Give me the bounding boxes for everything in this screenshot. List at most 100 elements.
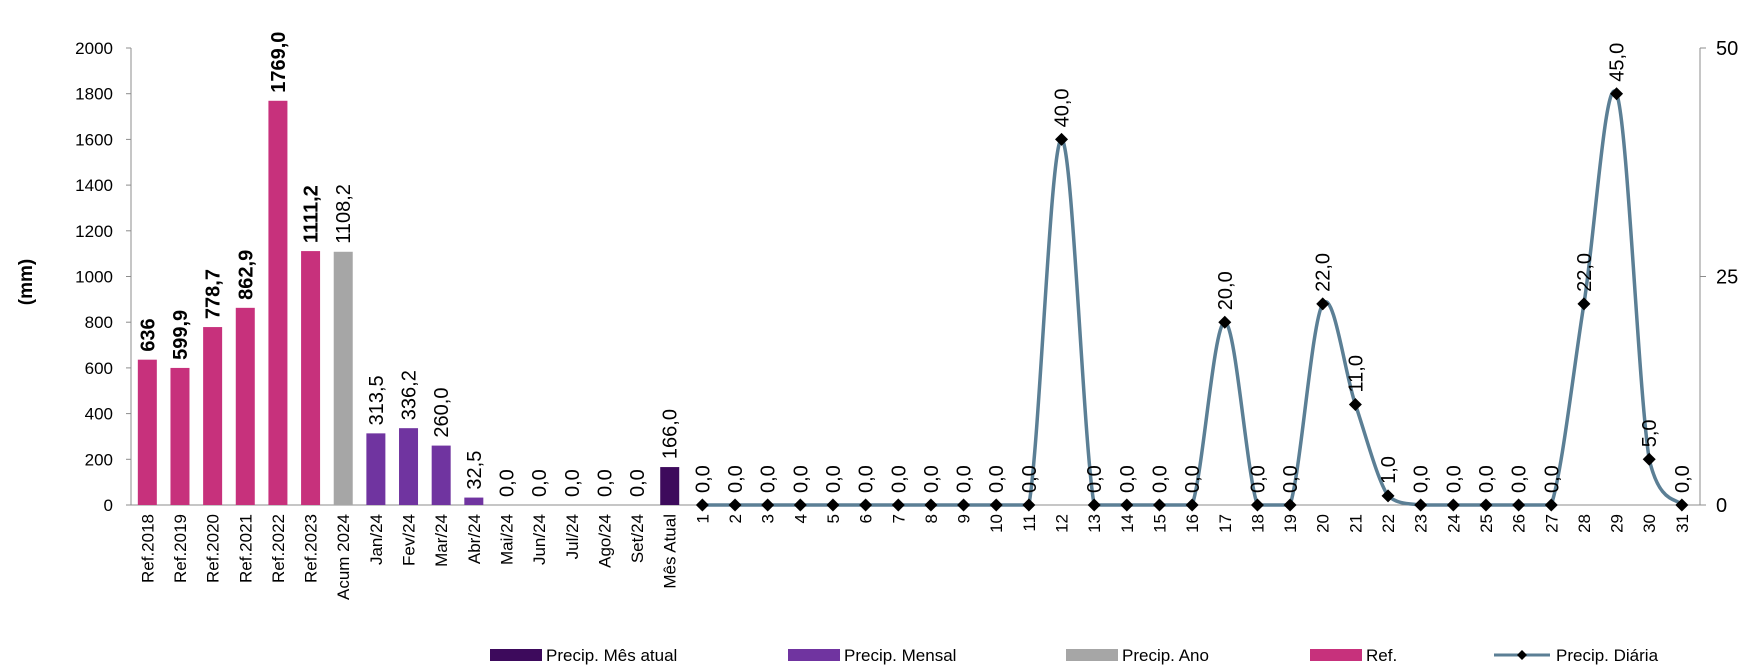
right-tick-label: 0 xyxy=(1716,495,1727,517)
legend-swatch xyxy=(788,649,840,661)
x-tick-label: 5 xyxy=(824,514,843,523)
bar xyxy=(464,498,483,505)
legend-marker xyxy=(1517,650,1527,660)
right-tick-label: 50 xyxy=(1716,38,1738,60)
legend-label: Precip. Diária xyxy=(1556,646,1659,665)
bar xyxy=(399,428,418,505)
left-tick-label: 800 xyxy=(85,313,113,332)
x-tick-label: 2 xyxy=(726,514,745,523)
x-tick-label: Mai/24 xyxy=(497,514,516,565)
daily-data-label: 40,0 xyxy=(1052,88,1074,127)
daily-marker xyxy=(892,499,905,512)
x-tick-label: 3 xyxy=(759,514,778,523)
bar xyxy=(660,467,679,505)
x-tick-label: 21 xyxy=(1346,514,1365,533)
y-axis-label: (mm) xyxy=(16,259,37,305)
daily-marker xyxy=(696,499,709,512)
data-labels: 636 599,9778,7 862,91769,01111,2 1108,2313,… xyxy=(137,32,1694,497)
daily-data-label: 0,0 xyxy=(1182,465,1204,493)
bar-data-label: 166,0 xyxy=(660,409,682,459)
bar-data-label: 862,9 xyxy=(235,250,257,300)
x-tick-label: 29 xyxy=(1608,514,1627,533)
daily-marker xyxy=(1577,297,1590,310)
left-tick-label: 200 xyxy=(85,450,113,469)
daily-marker xyxy=(1284,499,1297,512)
x-tick-label: 18 xyxy=(1248,514,1267,533)
x-tick-label: 7 xyxy=(889,514,908,523)
x-tick-label: 27 xyxy=(1542,514,1561,533)
legend-label: Ref. xyxy=(1366,646,1397,665)
left-tick-label: 1200 xyxy=(75,222,113,241)
daily-line-series xyxy=(696,87,1689,511)
daily-marker xyxy=(1447,499,1460,512)
daily-marker xyxy=(1643,453,1656,466)
daily-data-label: 0,0 xyxy=(1443,465,1465,493)
x-tick-label: 10 xyxy=(987,514,1006,533)
daily-marker xyxy=(1186,499,1199,512)
x-tick-label: Fev/24 xyxy=(400,514,419,566)
left-tick-label: 0 xyxy=(104,496,113,515)
daily-data-label: 0,0 xyxy=(823,465,845,493)
daily-data-label: 0,0 xyxy=(758,465,780,493)
bar-data-label: 0,0 xyxy=(496,469,518,497)
x-tick-label: Abr/24 xyxy=(465,514,484,564)
daily-data-label: 0,0 xyxy=(790,465,812,493)
x-tick-label: 31 xyxy=(1673,514,1692,533)
bar-data-label: 636 xyxy=(137,318,159,351)
left-tick-label: 1800 xyxy=(75,85,113,104)
bar xyxy=(203,327,222,505)
daily-data-label: 0,0 xyxy=(692,465,714,493)
bar xyxy=(236,308,255,505)
daily-data-label: 22,0 xyxy=(1574,253,1596,292)
daily-line xyxy=(702,91,1682,505)
bar xyxy=(432,446,451,505)
legend: Precip. Mês atual Precip. Mensal Precip. A… xyxy=(490,646,1659,665)
daily-data-label: 0,0 xyxy=(1117,465,1139,493)
daily-data-label: 0,0 xyxy=(1084,465,1106,493)
daily-data-label: 0,0 xyxy=(986,465,1008,493)
daily-marker xyxy=(1316,297,1329,310)
x-tick-label: 22 xyxy=(1379,514,1398,533)
daily-marker xyxy=(794,499,807,512)
left-tick-label: 1400 xyxy=(75,176,113,195)
legend-label: Precip. Mês atual xyxy=(546,646,677,665)
x-tick-label: Jan/24 xyxy=(367,514,386,565)
bar xyxy=(170,368,189,505)
x-tick-label: Ref.2022 xyxy=(269,514,288,583)
x-tick-label: Mês Atual xyxy=(661,514,680,589)
daily-marker xyxy=(1349,398,1362,411)
daily-marker xyxy=(859,499,872,512)
daily-data-label: 0,0 xyxy=(1019,465,1041,493)
daily-data-label: 0,0 xyxy=(1672,465,1694,493)
daily-data-label: 0,0 xyxy=(1509,465,1531,493)
x-tick-label: 28 xyxy=(1575,514,1594,533)
x-tick-label: 30 xyxy=(1640,514,1659,533)
bar-data-label: 336,2 xyxy=(399,370,421,420)
daily-marker xyxy=(1055,133,1068,146)
x-tick-label: 11 xyxy=(1020,514,1039,532)
daily-marker xyxy=(1512,499,1525,512)
daily-data-label: 11,0 xyxy=(1345,355,1367,392)
x-tick-label: 24 xyxy=(1444,514,1463,533)
left-tick-label: 1000 xyxy=(75,268,113,287)
x-tick-label: Jun/24 xyxy=(530,514,549,565)
bar-data-label: 0,0 xyxy=(594,469,616,497)
daily-marker xyxy=(1120,499,1133,512)
x-tick-label: 9 xyxy=(955,514,974,523)
x-tick-label: 17 xyxy=(1216,514,1235,533)
daily-data-label: 0,0 xyxy=(1476,465,1498,493)
bar-data-label: 0,0 xyxy=(529,469,551,497)
daily-data-label: 0,0 xyxy=(888,465,910,493)
x-tick-label: 20 xyxy=(1314,514,1333,533)
daily-marker xyxy=(761,499,774,512)
bar-data-label: 32,5 xyxy=(464,451,486,490)
daily-data-label: 0,0 xyxy=(725,465,747,493)
daily-data-label: 0,0 xyxy=(1411,465,1433,493)
daily-marker xyxy=(1251,499,1264,512)
x-tick-label: Ref.2021 xyxy=(236,514,255,583)
daily-marker xyxy=(1153,499,1166,512)
right-tick-label: 25 xyxy=(1716,267,1738,289)
daily-data-label: 22,0 xyxy=(1313,253,1335,292)
bar-data-label: 0,0 xyxy=(627,469,649,497)
x-tick-label: Ref.2018 xyxy=(138,514,157,583)
